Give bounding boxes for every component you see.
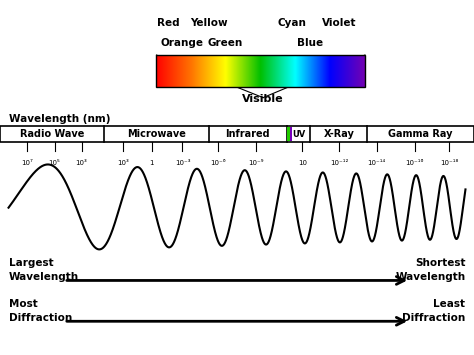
Text: Violet: Violet <box>322 18 356 28</box>
Text: 10⁻¹⁶: 10⁻¹⁶ <box>406 160 424 166</box>
Text: Microwave: Microwave <box>127 129 186 139</box>
Bar <box>156 55 365 87</box>
Text: Diffraction: Diffraction <box>9 313 72 323</box>
Text: 10⁵: 10⁵ <box>49 160 60 166</box>
Text: 10⁻⁶: 10⁻⁶ <box>210 160 226 166</box>
Text: 10³: 10³ <box>118 160 129 166</box>
Text: Wavelength: Wavelength <box>395 272 465 282</box>
Text: 10⁻¹²: 10⁻¹² <box>330 160 348 166</box>
Text: X-Ray: X-Ray <box>323 129 355 139</box>
Text: UV: UV <box>292 130 305 138</box>
Text: Infrared: Infrared <box>225 129 270 139</box>
Text: Largest: Largest <box>9 258 53 268</box>
Bar <box>287 127 290 141</box>
Text: Visible: Visible <box>242 94 284 104</box>
Text: Orange: Orange <box>161 38 204 48</box>
Text: Wavelength: Wavelength <box>9 272 79 282</box>
Text: Yellow: Yellow <box>190 18 228 28</box>
Text: Diffraction: Diffraction <box>402 313 465 323</box>
Text: Radio Wave: Radio Wave <box>20 129 84 139</box>
Bar <box>0 126 474 142</box>
Text: Blue: Blue <box>297 38 324 48</box>
Text: Gamma Ray: Gamma Ray <box>388 129 453 139</box>
Text: Wavelength (nm): Wavelength (nm) <box>9 114 110 124</box>
Text: 10⁻³: 10⁻³ <box>175 160 190 166</box>
Text: 10: 10 <box>298 160 307 166</box>
Text: 10⁻¹⁸: 10⁻¹⁸ <box>440 160 458 166</box>
Bar <box>290 127 292 141</box>
Text: 1: 1 <box>149 160 154 166</box>
Text: 10³: 10³ <box>76 160 87 166</box>
Text: 10⁻⁹: 10⁻⁹ <box>248 160 264 166</box>
Text: 10⁷: 10⁷ <box>22 160 33 166</box>
Text: Least: Least <box>433 299 465 309</box>
Text: Shortest: Shortest <box>415 258 465 268</box>
Text: Red: Red <box>157 18 180 28</box>
Text: Cyan: Cyan <box>277 18 306 28</box>
Text: 10⁻¹⁴: 10⁻¹⁴ <box>368 160 386 166</box>
Text: Most: Most <box>9 299 37 309</box>
Text: Green: Green <box>208 38 243 48</box>
